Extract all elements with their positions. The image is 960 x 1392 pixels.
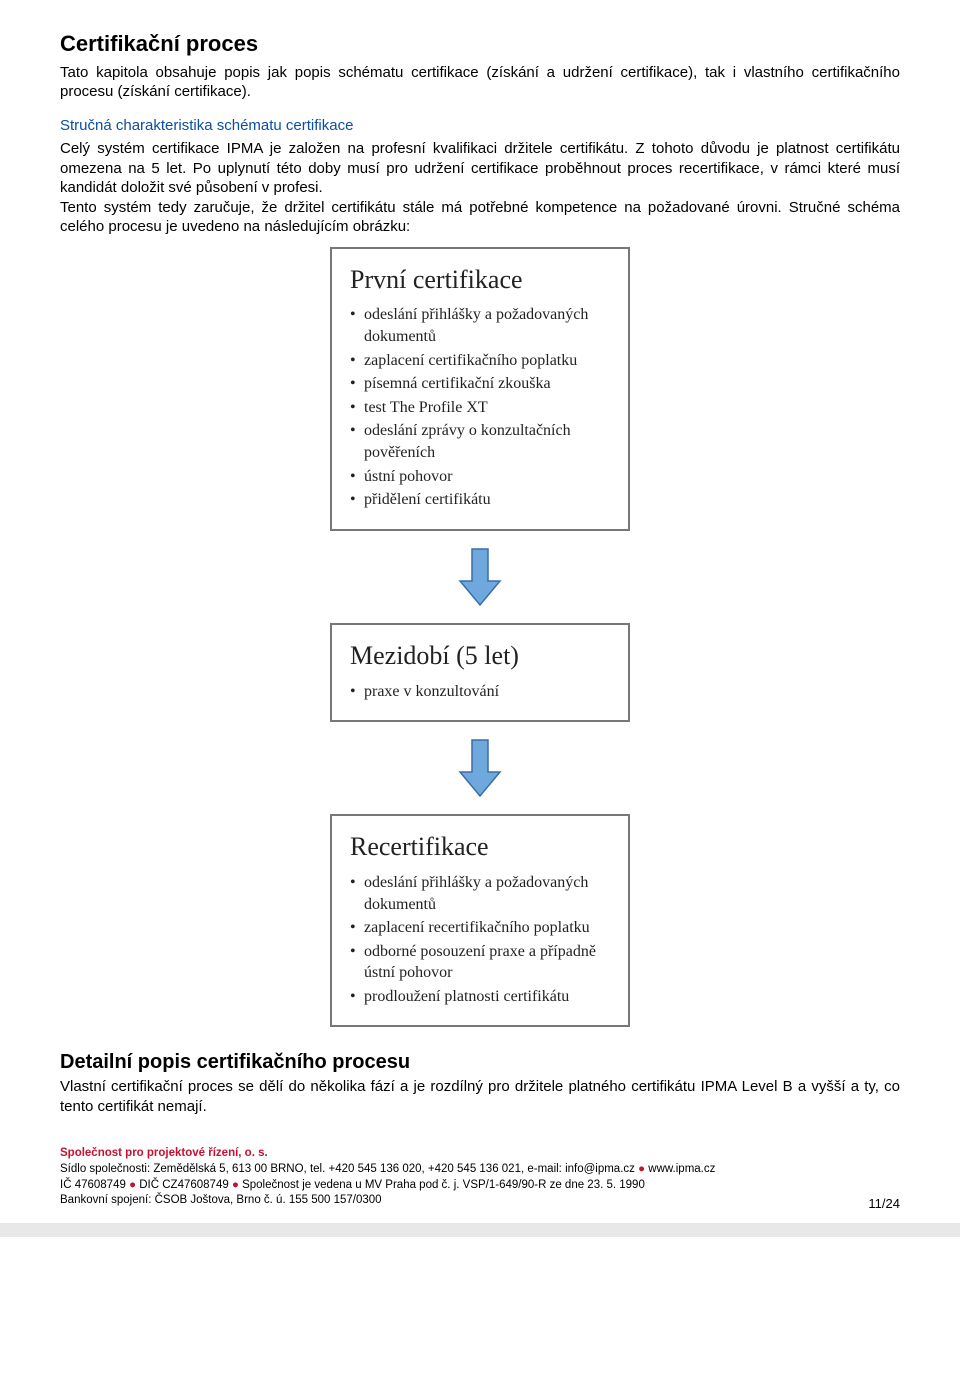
separator-dot-icon: ●	[232, 1179, 242, 1191]
footer-bar	[0, 1223, 960, 1237]
arrow-down-icon	[450, 547, 510, 607]
footer-reg-line: IČ 47608749 ● DIČ CZ47608749 ● Společnos…	[60, 1178, 900, 1194]
footer-addr: Zemědělská 5, 613 00 BRNO, tel. +420 545…	[153, 1163, 635, 1175]
arrow-down-icon	[450, 738, 510, 798]
footer-address-line: Sídlo společnosti: Zemědělská 5, 613 00 …	[60, 1162, 900, 1178]
page-footer: Společnost pro projektové řízení, o. s. …	[60, 1146, 900, 1212]
list-item: praxe v konzultování	[350, 681, 610, 703]
list-item: odeslání zprávy o konzultačních pověření…	[350, 420, 610, 463]
list-item: odeslání přihlášky a požadovaných dokume…	[350, 872, 610, 915]
subsection-heading: Stručná charakteristika schématu certifi…	[60, 116, 900, 136]
list-item: písemná certifikační zkouška	[350, 373, 610, 395]
box2-title: Mezidobí (5 let)	[350, 639, 610, 673]
paragraph-2: Tento systém tedy zaručuje, že držitel c…	[60, 198, 900, 237]
box2-list: praxe v konzultování	[350, 681, 610, 703]
page-number: 11/24	[868, 1195, 900, 1213]
diagram-box-1: První certifikace odeslání přihlášky a p…	[330, 247, 630, 531]
footer-bank: Bankovní spojení: ČSOB Joštova, Brno č. …	[60, 1193, 382, 1213]
list-item: odborné posouzení praxe a případně ústní…	[350, 941, 610, 984]
paragraph-1: Celý systém certifikace IPMA je založen …	[60, 139, 900, 198]
list-item: přidělení certifikátu	[350, 489, 610, 511]
footer-addr-label: Sídlo společnosti:	[60, 1163, 150, 1175]
intro-paragraph: Tato kapitola obsahuje popis jak popis s…	[60, 63, 900, 102]
footer-reg: Společnost je vedena u MV Praha pod č. j…	[242, 1179, 645, 1191]
list-item: zaplacení certifikačního poplatku	[350, 350, 610, 372]
footer-web: www.ipma.cz	[648, 1163, 715, 1175]
list-item: test The Profile XT	[350, 397, 610, 419]
separator-dot-icon: ●	[129, 1179, 139, 1191]
box1-list: odeslání přihlášky a požadovaných dokume…	[350, 304, 610, 510]
footer-company: Společnost pro projektové řízení, o. s.	[60, 1146, 900, 1162]
separator-dot-icon: ●	[638, 1163, 648, 1175]
diagram-box-2: Mezidobí (5 let) praxe v konzultování	[330, 623, 630, 722]
list-item: odeslání přihlášky a požadovaných dokume…	[350, 304, 610, 347]
box3-list: odeslání přihlášky a požadovaných dokume…	[350, 872, 610, 1008]
process-diagram: První certifikace odeslání přihlášky a p…	[60, 247, 900, 1028]
footer-dic: DIČ CZ47608749	[139, 1179, 229, 1191]
footer-ico: IČ 47608749	[60, 1179, 126, 1191]
page-title: Certifikační proces	[60, 30, 900, 59]
section2-heading: Detailní popis certifikačního procesu	[60, 1049, 900, 1075]
list-item: zaplacení recertifikačního poplatku	[350, 917, 610, 939]
box3-title: Recertifikace	[350, 830, 610, 864]
list-item: ústní pohovor	[350, 466, 610, 488]
list-item: prodloužení platnosti certifikátu	[350, 986, 610, 1008]
box1-title: První certifikace	[350, 263, 610, 297]
diagram-box-3: Recertifikace odeslání přihlášky a požad…	[330, 814, 630, 1027]
detail-paragraph: Vlastní certifikační proces se dělí do n…	[60, 1077, 900, 1116]
